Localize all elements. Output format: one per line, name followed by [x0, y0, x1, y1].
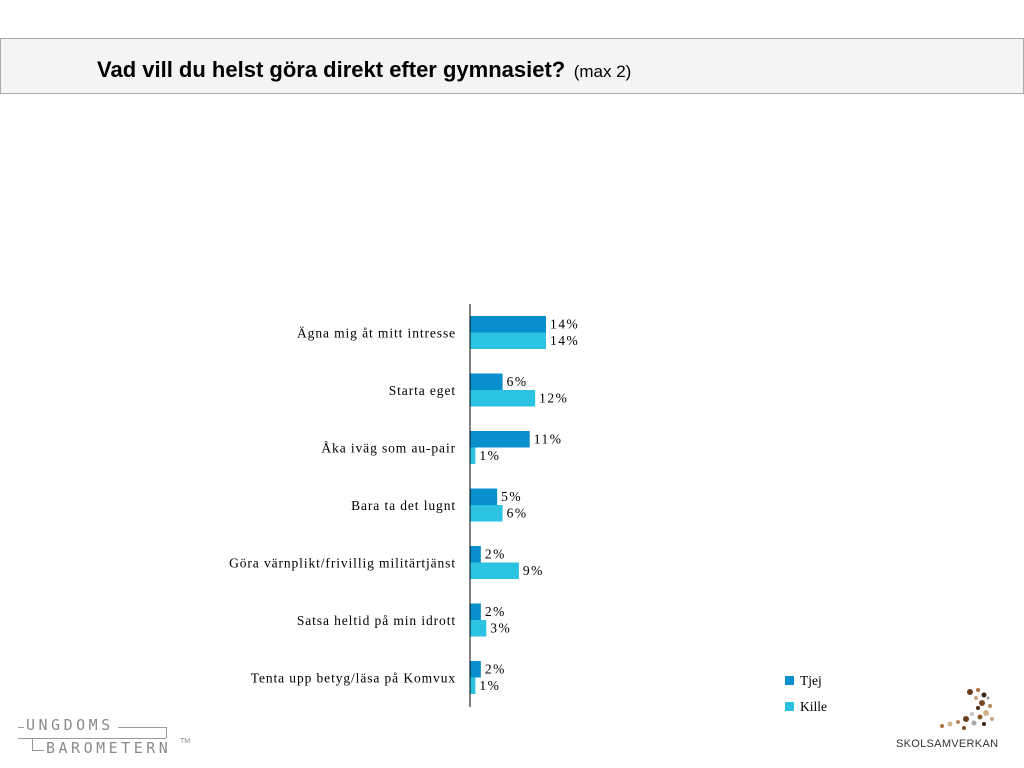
legend-label: Tjej	[800, 673, 822, 688]
category-label: Göra värnplikt/frivillig militärtjänst	[229, 556, 456, 571]
legend-label: Kille	[800, 699, 827, 714]
logo-trademark: TM	[180, 738, 191, 745]
page-title: Vad vill du helst göra direkt efter gymn…	[97, 57, 631, 83]
logo-text-ungdoms: UNGDOMS	[26, 716, 114, 734]
title-main: Vad vill du helst göra direkt efter gymn…	[97, 57, 566, 82]
category-label: Ägna mig åt mitt intresse	[297, 326, 456, 341]
title-subtitle: (max 2)	[573, 62, 632, 81]
data-label: 6%	[507, 374, 528, 389]
category-label: Starta eget	[389, 383, 456, 398]
data-label: 2%	[485, 604, 506, 619]
data-label: 2%	[485, 662, 506, 677]
skolsamverkan-logo: SKOLSAMVERKAN	[892, 686, 1004, 762]
bar-kille	[470, 332, 547, 349]
bar-kille	[470, 447, 476, 464]
data-label: 1%	[479, 448, 500, 463]
bar-kille	[470, 562, 519, 579]
bar-kille	[470, 677, 476, 694]
bar-tjej	[470, 488, 498, 505]
category-label: Tenta upp betyg/läsa på Komvux	[251, 671, 456, 686]
category-label: Åka iväg som au-pair	[321, 441, 456, 456]
data-label: 1%	[479, 678, 500, 693]
logo-text-barometern: BAROMETERN	[46, 739, 172, 757]
data-label: 6%	[507, 506, 528, 521]
bar-tjej	[470, 546, 481, 563]
bar-tjej	[470, 373, 503, 390]
header-bar: Vad vill du helst göra direkt efter gymn…	[0, 38, 1024, 94]
bar-kille	[470, 505, 503, 522]
data-label: 12%	[539, 391, 568, 406]
legend-swatch	[785, 676, 794, 685]
data-label: 2%	[485, 547, 506, 562]
ungdomsbarometern-logo: UNGDOMS BAROMETERN TM	[18, 714, 191, 762]
data-label: 14%	[550, 317, 579, 332]
data-label: 9%	[523, 563, 544, 578]
bar-tjej	[470, 603, 481, 620]
bar-tjej	[470, 316, 547, 333]
category-label: Bara ta det lugnt	[351, 498, 456, 513]
data-label: 5%	[501, 489, 522, 504]
bar-tjej	[470, 661, 481, 678]
data-label: 3%	[490, 621, 511, 636]
bar-tjej	[470, 431, 530, 448]
bar-kille	[470, 390, 536, 407]
category-label: Satsa heltid på min idrott	[297, 613, 456, 628]
bar-kille	[470, 620, 487, 637]
data-label: 14%	[550, 333, 579, 348]
logo-text-skolsamverkan: SKOLSAMVERKAN	[896, 738, 999, 750]
legend: Tjej Kille	[785, 673, 827, 714]
legend-swatch	[785, 702, 794, 711]
skolsamverkan-mark-icon	[940, 688, 994, 730]
data-label: 11%	[534, 432, 563, 447]
